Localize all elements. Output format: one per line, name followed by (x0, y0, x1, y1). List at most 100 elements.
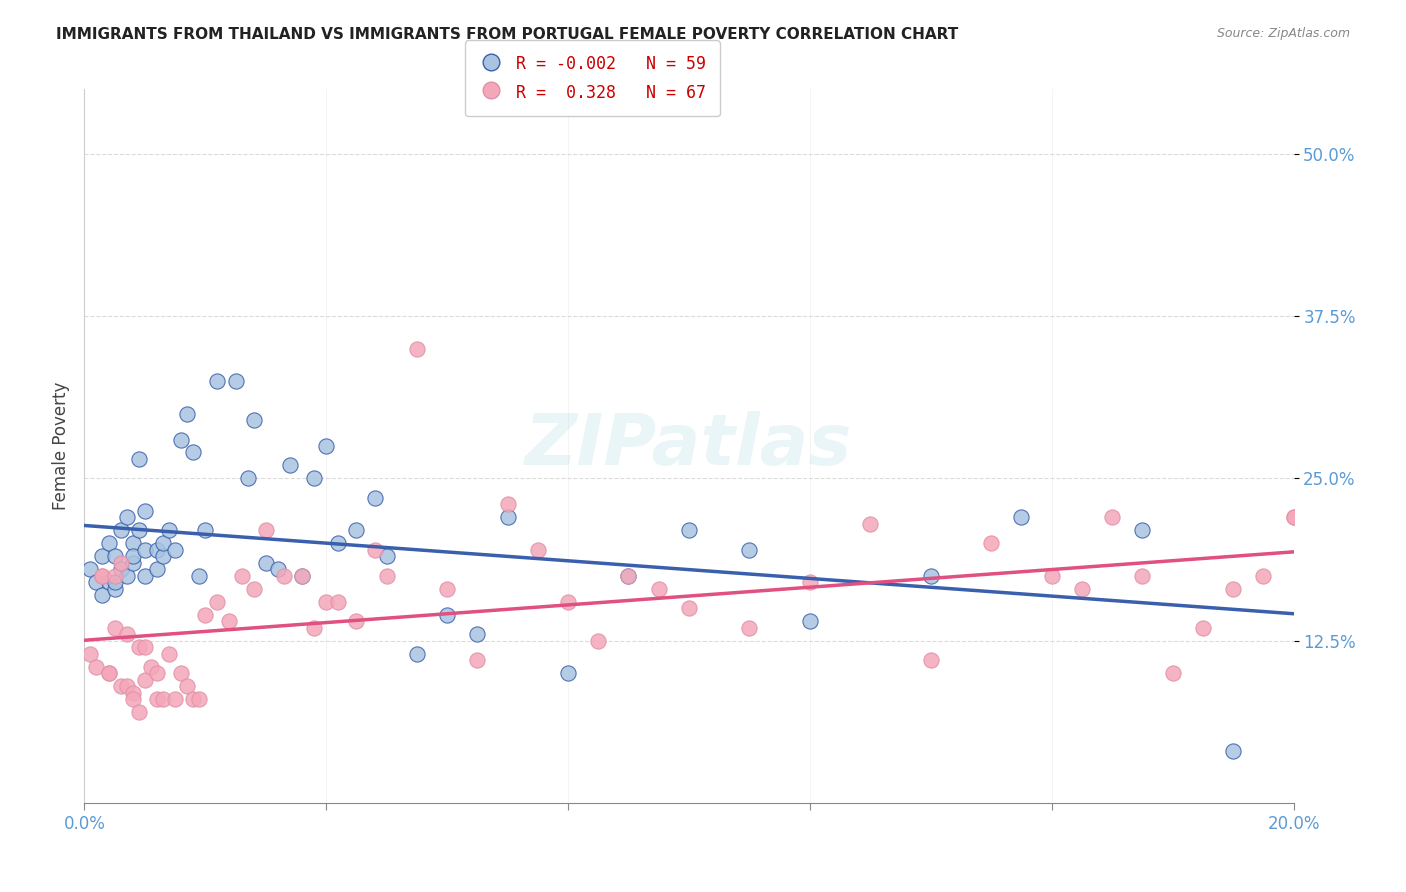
Point (346, 614, 368, 628)
Point (236, 471, 259, 485)
Point (188, 568, 211, 582)
Point (110, 562, 132, 576)
Point (181, 445, 204, 459)
Point (79, 647, 101, 661)
Point (920, 653, 942, 667)
Point (134, 640, 156, 654)
Point (97, 575, 120, 590)
Point (91, 588, 114, 602)
Point (110, 524, 132, 538)
Point (242, 413, 264, 427)
Point (121, 685, 143, 699)
Point (128, 452, 150, 467)
Point (302, 471, 325, 485)
Point (176, 407, 198, 421)
Point (157, 524, 180, 538)
Point (678, 524, 700, 538)
Point (97, 536, 120, 550)
Point (254, 524, 277, 538)
Point (375, 568, 398, 582)
Point (291, 568, 314, 582)
Point (194, 524, 217, 538)
Point (121, 549, 143, 564)
Point (467, 627, 489, 641)
Point (1192, 621, 1215, 635)
Point (86, 575, 108, 590)
Point (91, 568, 114, 582)
Point (406, 342, 429, 356)
Point (170, 433, 193, 447)
Point (1040, 568, 1063, 582)
Point (121, 556, 143, 570)
Point (115, 568, 138, 582)
Text: ZIPatlas: ZIPatlas (526, 411, 852, 481)
Point (194, 607, 217, 622)
Point (799, 575, 821, 590)
Point (231, 568, 253, 582)
Point (328, 536, 350, 550)
Point (1101, 510, 1123, 524)
Point (1253, 568, 1275, 582)
Point (170, 666, 193, 681)
Text: IMMIGRANTS FROM THAILAND VS IMMIGRANTS FROM PORTUGAL FEMALE POVERTY CORRELATION : IMMIGRANTS FROM THAILAND VS IMMIGRANTS F… (56, 27, 959, 42)
Point (557, 595, 579, 609)
Point (225, 374, 247, 388)
Point (134, 542, 156, 557)
Point (328, 595, 350, 609)
Point (467, 653, 489, 667)
Point (104, 549, 127, 564)
Point (1222, 744, 1244, 758)
Point (146, 692, 169, 706)
Point (152, 692, 174, 706)
Point (165, 692, 187, 706)
Point (134, 504, 156, 518)
Point (134, 673, 156, 687)
Point (181, 692, 204, 706)
Point (557, 666, 579, 681)
Point (121, 536, 143, 550)
Point (346, 524, 368, 538)
Point (527, 542, 550, 557)
Text: Source: ZipAtlas.com: Source: ZipAtlas.com (1216, 27, 1350, 40)
Point (799, 614, 821, 628)
Point (110, 679, 132, 693)
Point (110, 556, 132, 570)
Point (91, 549, 114, 564)
Point (678, 601, 700, 615)
Point (436, 582, 458, 596)
Point (363, 542, 385, 557)
Point (920, 568, 942, 582)
Point (152, 536, 174, 550)
Point (273, 568, 295, 582)
Point (176, 679, 198, 693)
Point (617, 568, 640, 582)
Point (91, 568, 114, 582)
Point (115, 679, 138, 693)
Point (738, 621, 761, 635)
Point (128, 705, 150, 719)
Legend: R = -0.002   N = 59, R =  0.328   N = 67: R = -0.002 N = 59, R = 0.328 N = 67 (465, 40, 720, 116)
Point (157, 647, 180, 661)
Point (207, 595, 229, 609)
Point (363, 491, 385, 505)
Point (97, 666, 120, 681)
Point (436, 607, 458, 622)
Point (1130, 568, 1153, 582)
Point (218, 614, 240, 628)
Point (980, 536, 1002, 550)
Point (152, 549, 174, 564)
Point (146, 666, 169, 681)
Point (86, 659, 108, 673)
Point (104, 575, 127, 590)
Point (302, 621, 325, 635)
Point (134, 568, 156, 582)
Point (79, 562, 101, 576)
Point (648, 582, 671, 596)
Point (188, 692, 211, 706)
Point (1222, 582, 1244, 596)
Point (115, 510, 138, 524)
Point (406, 647, 429, 661)
Y-axis label: Female Poverty: Female Poverty (52, 382, 70, 510)
Point (496, 510, 519, 524)
Point (1161, 666, 1184, 681)
